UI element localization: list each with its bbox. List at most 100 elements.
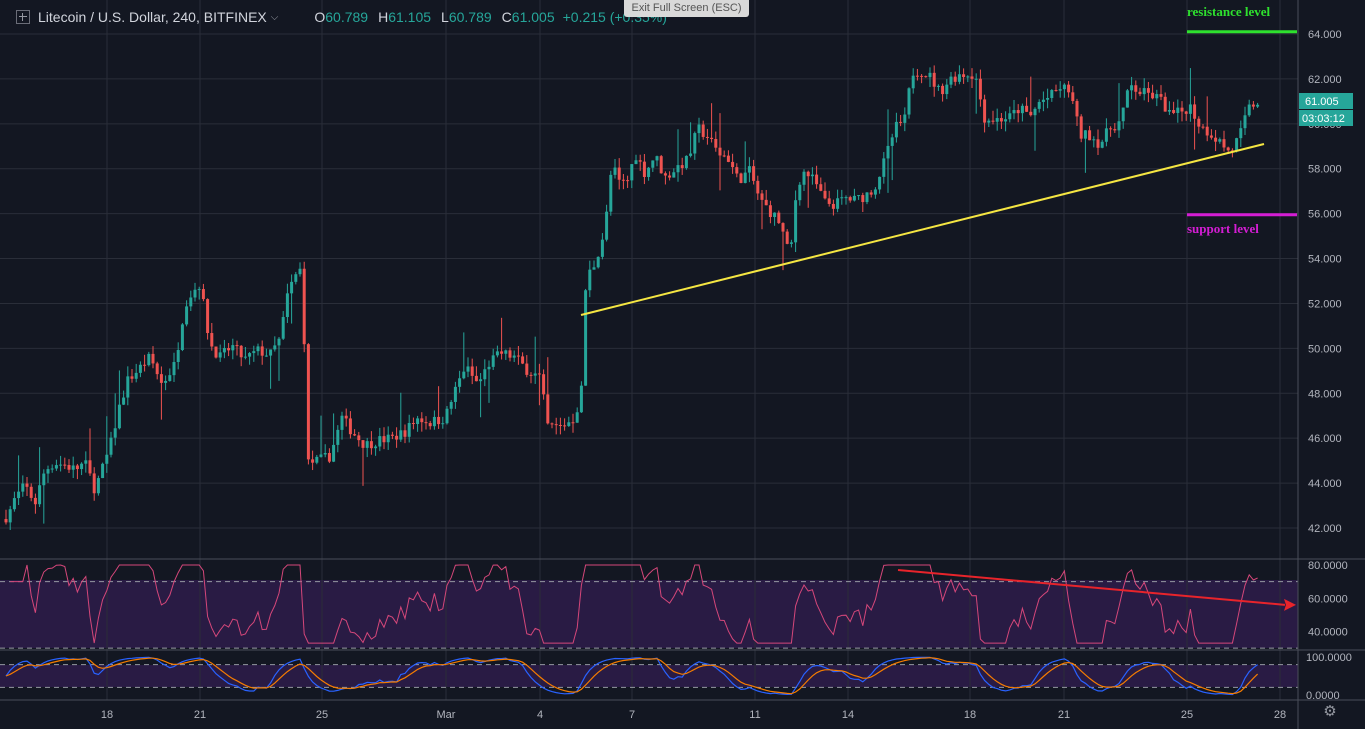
candle-body [890,137,894,146]
candle-body [1243,115,1247,129]
rsi-y-tick-label: 40.0000 [1308,627,1348,639]
candle-body [269,349,273,356]
stoch-k-line [5,656,1258,696]
countdown-label: 03:03:12 [1302,113,1345,125]
candle-body [235,345,239,347]
candle-body [54,465,58,469]
stoch-d-line [5,657,1259,695]
candle-body [1184,111,1188,114]
candle-body [302,268,306,345]
candle-body [1004,119,1008,122]
candle-body [710,137,714,139]
candle-body [827,198,831,204]
candle-body [344,415,348,419]
candle-body [558,424,562,426]
candle-body [550,423,554,425]
candle-body [1020,105,1024,114]
candle-body [180,324,184,351]
candle-body [1247,104,1251,116]
candle-body [756,180,760,194]
candle-body [1121,107,1125,122]
candle-body [411,422,415,425]
high-value: 61.105 [388,9,432,25]
candle-body [857,195,861,197]
rsi-panel [0,564,1298,649]
exit-full-screen-button[interactable]: Exit Full Screen (ESC) [624,0,749,17]
candle-body [735,167,739,174]
candle-body [596,256,600,268]
candle-body [483,369,487,380]
candle-body [785,231,789,244]
candle-body [546,394,550,424]
candle-body [1193,104,1197,119]
candle-body [1025,105,1029,112]
candle-body [59,464,63,466]
candle-body [479,379,483,382]
candle-body [819,184,823,191]
candle-body [962,74,966,78]
candle-body [873,189,877,195]
candle-body [117,404,121,429]
y-tick-label: 64.000 [1308,29,1342,41]
candle-body [491,355,495,367]
candle-body [567,422,571,426]
low-label: L [441,9,449,25]
y-tick-label: 50.000 [1308,343,1342,355]
candle-body [911,75,915,89]
candle-body [957,74,961,82]
gear-icon[interactable]: ⚙ [1323,703,1337,720]
candle-body [764,199,768,206]
candle-body [1209,135,1213,138]
candle-body [63,464,67,466]
candle-body [831,203,835,209]
candle-body [823,190,827,199]
chart-header: Litecoin / U.S. Dollar, 240, BITFINEX ⌵ … [0,0,900,34]
candle-body [71,465,75,470]
candle-body [453,386,457,402]
chevron-down-icon[interactable]: ⌵ [270,11,279,23]
candle-body [1067,84,1071,93]
candle-body [294,274,298,282]
candle-body [248,353,252,357]
candle-body [798,184,802,201]
candle-body [1167,110,1171,112]
candle-body [571,422,575,424]
candle-body [563,425,567,427]
grid [0,0,1298,700]
y-tick-label: 42.000 [1308,523,1342,535]
candle-body [1201,126,1205,128]
candle-body [932,72,936,87]
candle-body [88,460,92,474]
candle-body [966,76,970,78]
candle-body [21,483,25,492]
candle-body [605,211,609,240]
candle-body [1226,147,1230,151]
candle-body [231,345,235,351]
candle-body [1205,126,1209,136]
candle-body [1251,104,1255,107]
candle-body [210,333,214,347]
candle-body [634,160,638,165]
stoch-band [0,665,1298,687]
candle-body [92,473,96,494]
candle-body [113,428,117,438]
candle-body [861,195,865,203]
candle-body [1151,92,1155,99]
candle-body [424,422,428,424]
candle-body [1197,118,1201,127]
candle-body [983,99,987,123]
symbol-title[interactable]: Litecoin / U.S. Dollar, 240, BITFINEX [38,9,267,25]
candle-body [752,166,756,181]
candle-body [663,173,667,176]
add-symbol-icon[interactable] [16,10,30,24]
trendline [580,143,1265,316]
candle-body [621,179,625,181]
candle-body [1180,107,1184,112]
candle-body [676,165,680,173]
candle-body [395,435,399,440]
candle-body [143,364,147,366]
candle-body [75,465,79,470]
candle-body [109,437,113,455]
